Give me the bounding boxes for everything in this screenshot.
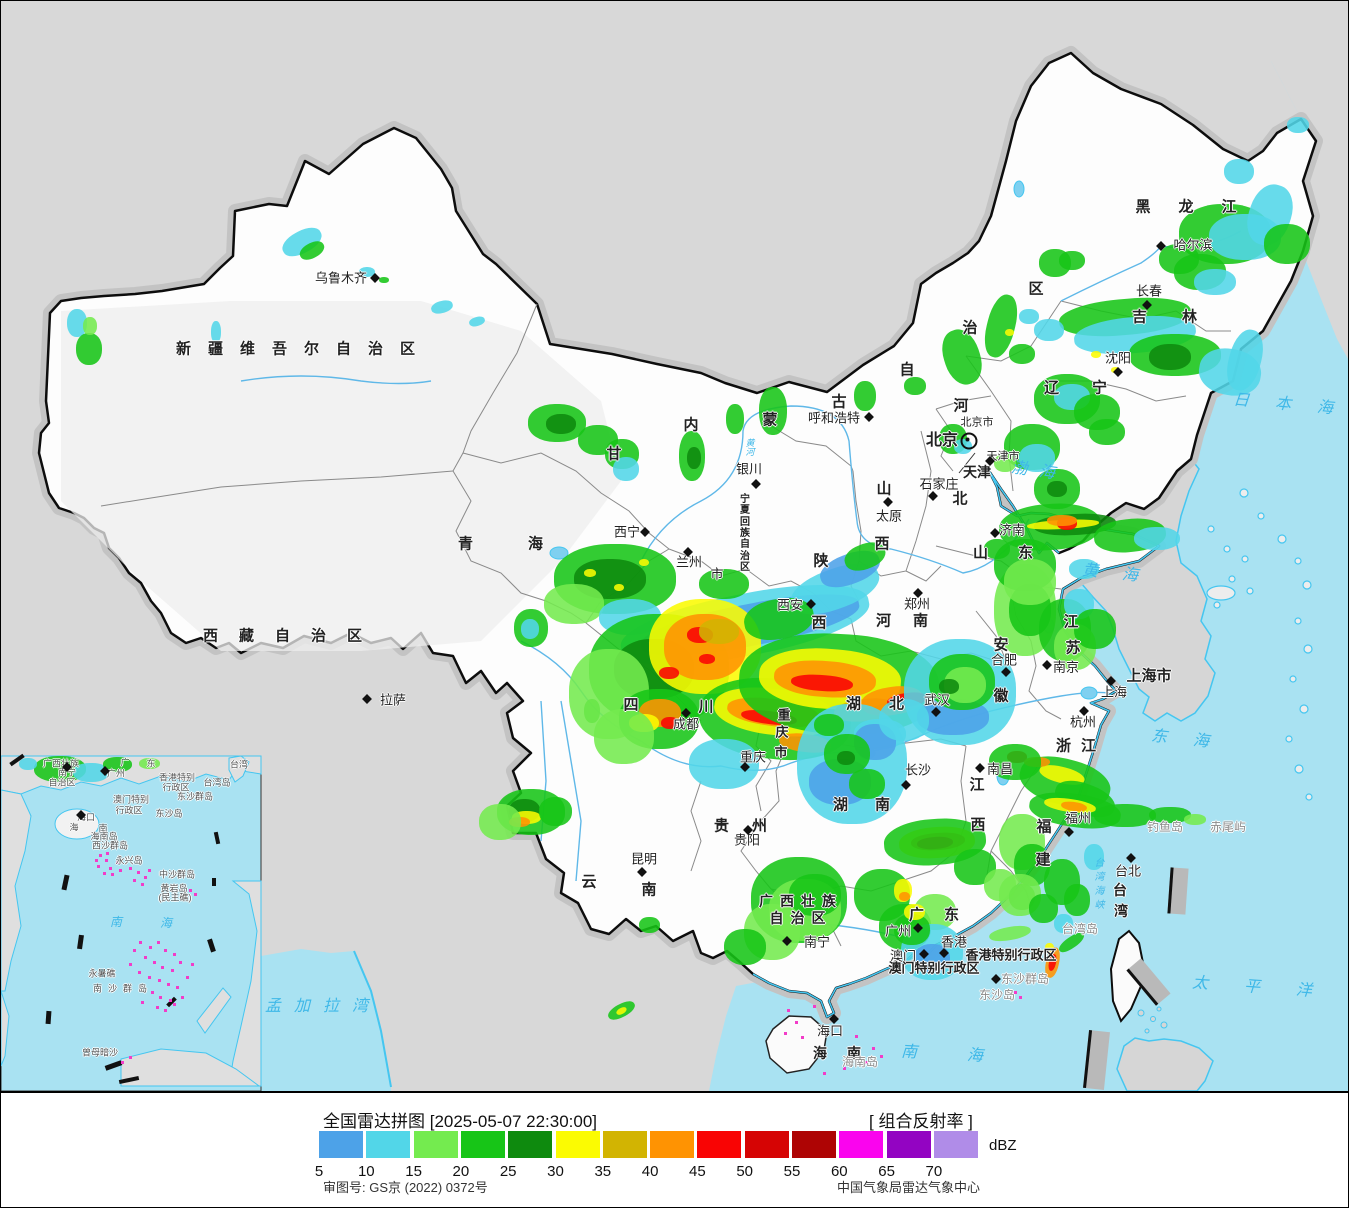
scale-tick-label: 65 — [878, 1163, 895, 1180]
scale-tick-label: 40 — [641, 1163, 659, 1180]
color-scale-ticks: 5 10 15 20 25 30 35 40 45 50 55 60 65 70 — [1, 1163, 1348, 1181]
scale-tick-label: 15 — [405, 1163, 422, 1180]
radar-map: 新疆维吾尔自治区 西藏自治区 青海内蒙古自治区黑龙江 吉林 辽宁河北山西陕西河南 山东江苏… — [1, 1, 1348, 1093]
inset-map — [1, 755, 262, 1091]
color-swatch-50 — [744, 1131, 789, 1158]
color-swatch-25 — [508, 1131, 553, 1158]
map-review-number: 审图号: GS京 (2022) 0372号 — [323, 1180, 488, 1195]
color-swatch-70 — [933, 1131, 978, 1158]
scale-tick-label: 5 — [314, 1163, 324, 1180]
color-swatch-35 — [602, 1131, 647, 1158]
scale-tick-label: 60 — [830, 1163, 848, 1180]
color-swatch-45 — [697, 1131, 742, 1158]
luzon-islets — [1137, 1006, 1168, 1034]
scale-tick-label: 10 — [357, 1163, 375, 1180]
beijing-leader-line — [958, 452, 976, 474]
terrain-shading — [61, 301, 621, 651]
agency-credit: 中国气象局雷达气象中心 — [837, 1180, 981, 1195]
bengal-coast — [353, 950, 392, 1088]
ryukyu-islands — [1206, 488, 1313, 801]
scale-tick-label: 20 — [452, 1163, 470, 1180]
color-swatch-20 — [460, 1131, 505, 1158]
color-swatch-10 — [366, 1131, 411, 1158]
color-swatch-60 — [839, 1131, 884, 1158]
color-swatch-15 — [413, 1131, 458, 1158]
product-label: [ 组合反射率 ] — [869, 1112, 973, 1131]
color-swatch-55 — [792, 1131, 836, 1158]
scale-tick-label: 35 — [594, 1163, 612, 1180]
scale-tick-label: 30 — [547, 1163, 564, 1180]
land-luzon — [1116, 1037, 1214, 1091]
scale-tick-label: 25 — [499, 1163, 517, 1180]
unit-label: dBZ — [989, 1137, 1017, 1154]
scale-tick-label: 55 — [783, 1163, 801, 1180]
land-russia-corner — [1256, 1, 1348, 359]
sea-bengal-bay — [261, 949, 391, 1091]
color-swatch-65 — [886, 1131, 931, 1158]
legend-panel: 全国雷达拼图 [2025-05-07 22:30:00] [ 组合反射率 ] 5… — [1, 1093, 1348, 1207]
color-swatch-5 — [319, 1131, 363, 1158]
legend-title: 全国雷达拼图 [2025-05-07 22:30:00] — [323, 1112, 598, 1131]
color-swatch-30 — [555, 1131, 600, 1158]
land-mongolia-russia — [901, 1, 1301, 261]
scale-tick-label: 50 — [736, 1163, 754, 1180]
basemap-svg — [1, 1, 1348, 1091]
color-swatch-40 — [650, 1131, 695, 1158]
scale-tick-label: 70 — [925, 1163, 943, 1180]
hainan-island — [765, 1015, 828, 1074]
scale-tick-label: 45 — [689, 1163, 706, 1180]
